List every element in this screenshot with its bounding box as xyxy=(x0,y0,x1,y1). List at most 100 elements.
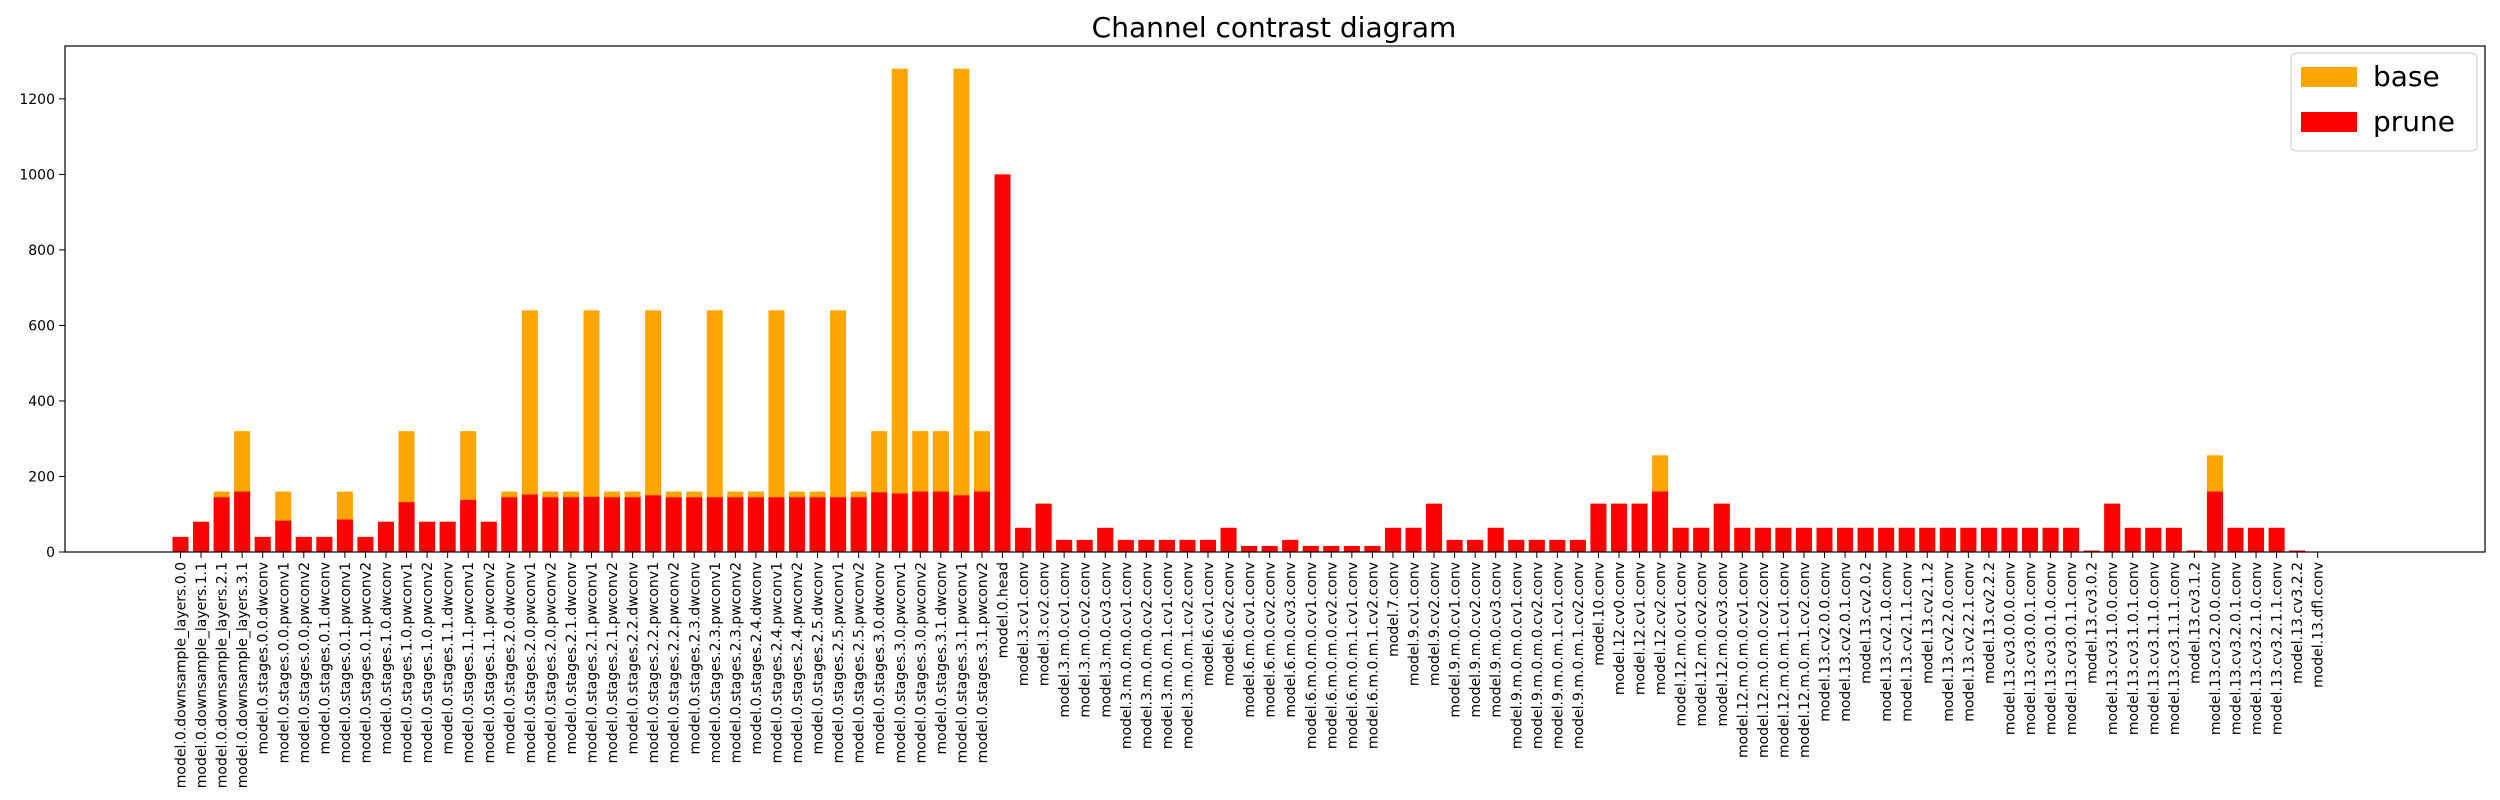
x-tick-label: model.0.stages.2.4.pwconv2 xyxy=(790,562,806,763)
x-tick-label: model.0.stages.0.1.dwconv xyxy=(317,562,333,754)
bar-base xyxy=(891,68,908,553)
bar-prune xyxy=(2001,527,2018,552)
x-tick-label: model.12.m.0.cv1.conv xyxy=(1674,562,1690,727)
x-tick-label: model.13.cv2.1.0.conv xyxy=(1879,562,1895,722)
x-tick-label: model.0.stages.2.3.pwconv1 xyxy=(708,562,724,763)
bar-prune xyxy=(1158,539,1175,552)
x-axis: model.0.downsample_layers.0.0 model.0.dow… xyxy=(174,552,2327,788)
y-tick-label: 1000 xyxy=(19,167,55,183)
x-tick-label: model.13.cv3.0.0.1.conv xyxy=(2023,562,2039,735)
bar-prune xyxy=(2022,527,2038,552)
x-tick-label: model.9.m.0.cv2.conv xyxy=(1468,562,1484,718)
x-tick-label: model.3.cv1.conv xyxy=(1016,562,1032,686)
x-tick-label: model.13.cv2.2.0.conv xyxy=(1941,562,1957,722)
bar-prune xyxy=(2248,527,2265,552)
bar-prune xyxy=(1343,545,1360,552)
bar-prune xyxy=(789,497,805,552)
x-tick-label: model.3.m.0.m.0.cv2.conv xyxy=(1139,562,1155,749)
bar-prune xyxy=(1713,503,1730,552)
x-tick-label: model.12.cv0.conv xyxy=(1612,562,1628,695)
bar-prune xyxy=(1035,503,1052,552)
bar-base xyxy=(645,310,662,552)
x-tick-label: model.0.stages.2.3.dwconv xyxy=(687,562,703,754)
x-tick-label: model.6.m.0.m.0.cv2.conv xyxy=(1324,562,1340,749)
x-tick-label: model.6.m.0.m.0.cv1.conv xyxy=(1304,562,1320,749)
x-tick-label: model.13.cv3.1.0.0.conv xyxy=(2105,562,2121,735)
bar-prune xyxy=(193,521,210,552)
x-tick-label: model.12.m.0.m.1.cv2.conv xyxy=(1797,562,1813,758)
x-tick-label: model.13.cv3.2.1.1.conv xyxy=(2270,562,2286,735)
x-tick-label: model.0.stages.2.5.pwconv1 xyxy=(831,562,847,763)
bar-prune xyxy=(172,536,189,552)
x-tick-label: model.0.stages.2.1.dwconv xyxy=(564,562,580,754)
bar-prune xyxy=(1672,527,1689,552)
bar-prune xyxy=(973,491,990,552)
y-axis: 0 200 400 600 800 1000 1200 xyxy=(19,92,65,561)
bar-prune xyxy=(1056,539,1073,552)
bar-prune xyxy=(706,497,723,552)
bar-base xyxy=(768,310,785,552)
x-tick-label: model.9.m.0.m.0.cv2.conv xyxy=(1530,562,1546,749)
bar-prune xyxy=(1528,539,1545,552)
x-tick-label: model.13.cv3.2.2 xyxy=(2290,562,2306,684)
bar-prune xyxy=(213,497,230,552)
x-tick-label: model.13.dfl.conv xyxy=(2311,562,2327,688)
x-tick-label: model.13.cv2.1.1.conv xyxy=(1900,562,1916,722)
bar-prune xyxy=(562,497,579,552)
x-tick-label: model.0.stages.0.0.pwconv1 xyxy=(276,562,292,763)
bar-prune xyxy=(1857,527,1874,552)
x-tick-label: model.0.stages.2.4.dwconv xyxy=(749,562,765,754)
bar-prune xyxy=(830,497,847,552)
x-tick-label: model.6.m.0.cv1.conv xyxy=(1242,562,1258,718)
bar-prune xyxy=(1261,545,1278,552)
bar-prune xyxy=(1117,539,1134,552)
x-tick-label: model.9.cv2.conv xyxy=(1427,562,1443,686)
x-tick-label: model.3.cv2.conv xyxy=(1037,562,1053,686)
bar-prune xyxy=(460,499,477,552)
x-tick-label: model.0.downsample_layers.2.1 xyxy=(215,562,231,788)
x-tick-label: model.0.stages.0.0.dwconv xyxy=(256,562,272,754)
legend-label-prune: prune xyxy=(2373,105,2455,138)
x-tick-label: model.13.cv3.1.1.1.conv xyxy=(2167,562,2183,735)
bar-base xyxy=(953,68,970,553)
bar-prune xyxy=(768,497,785,552)
bar-prune xyxy=(624,497,641,552)
legend: base prune xyxy=(2290,52,2478,152)
bar-prune xyxy=(1837,527,1854,552)
bar-base xyxy=(706,310,723,552)
x-tick-label: model.9.m.0.cv3.conv xyxy=(1489,562,1505,718)
x-tick-label: model.0.stages.2.2.pwconv1 xyxy=(646,562,662,763)
bar-prune xyxy=(583,496,600,552)
x-tick-label: model.0.stages.2.5.pwconv2 xyxy=(852,562,868,763)
x-tick-label: model.0.stages.1.1.pwconv2 xyxy=(482,562,498,763)
x-tick-label: model.3.m.0.m.0.cv1.conv xyxy=(1119,562,1135,749)
bar-prune xyxy=(1200,539,1216,552)
x-tick-label: model.0.stages.2.2.dwconv xyxy=(626,562,642,754)
x-tick-label: model.9.m.0.cv1.conv xyxy=(1448,562,1464,718)
bar-prune xyxy=(932,491,949,552)
bar-prune xyxy=(1939,527,1956,552)
bar-prune xyxy=(1960,527,1977,552)
y-tick-label: 600 xyxy=(28,318,55,334)
bar-prune xyxy=(953,495,970,552)
x-tick-label: model.13.cv3.1.1.0.conv xyxy=(2146,562,2162,735)
x-tick-label: model.0.stages.3.1.pwconv1 xyxy=(954,562,970,763)
bar-prune xyxy=(378,521,394,552)
bar-prune xyxy=(747,497,764,552)
bar-prune xyxy=(1446,539,1463,552)
bar-base xyxy=(830,310,847,552)
y-tick-label: 0 xyxy=(46,545,55,561)
x-tick-label: model.0.downsample_layers.1.1 xyxy=(194,562,210,788)
bar-prune xyxy=(1467,539,1484,552)
x-tick-label: model.12.cv2.conv xyxy=(1653,562,1669,695)
x-tick-label: model.13.cv2.2.2 xyxy=(1982,562,1998,684)
x-tick-label: model.13.cv3.2.0.0.conv xyxy=(2208,562,2224,735)
bar-prune xyxy=(604,497,621,552)
bar-prune xyxy=(419,521,436,552)
x-tick-label: model.3.m.0.m.1.cv1.conv xyxy=(1160,562,1176,749)
bar-prune xyxy=(336,519,353,552)
bar-prune xyxy=(645,495,662,552)
bar-prune xyxy=(2186,550,2203,552)
x-tick-label: model.6.m.0.cv2.conv xyxy=(1263,562,1279,718)
x-tick-label: model.0.stages.2.5.dwconv xyxy=(811,562,827,754)
